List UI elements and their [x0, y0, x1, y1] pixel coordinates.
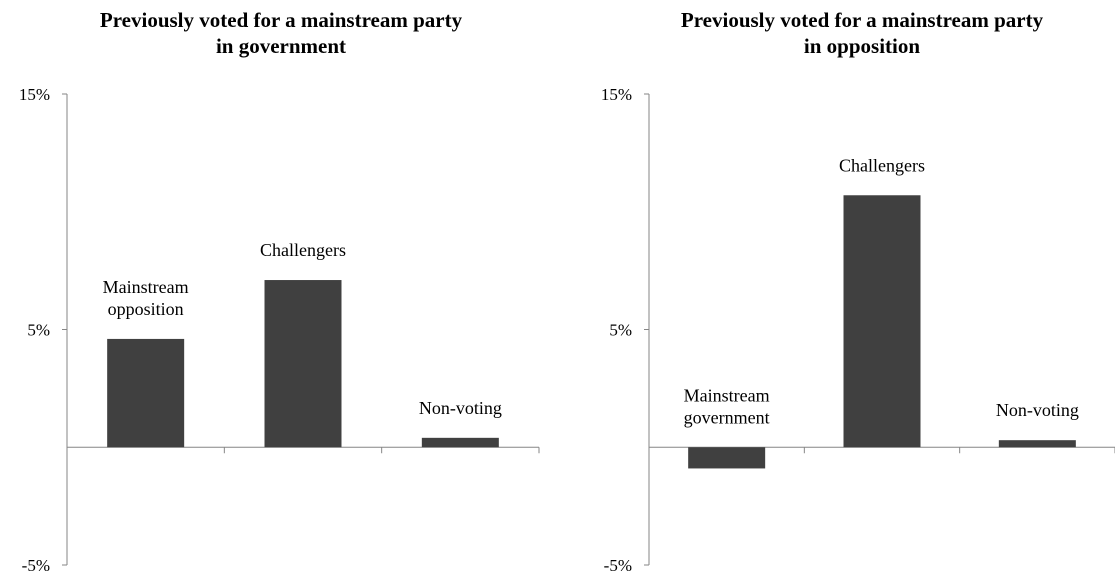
y-tick-label: 15%	[19, 85, 50, 104]
bar	[107, 338, 185, 448]
bar	[843, 195, 921, 448]
y-tick-label: -5%	[604, 556, 632, 575]
category-label-line: Challengers	[260, 240, 346, 260]
category-label-line: Mainstream	[684, 385, 770, 405]
category-label-line: government	[684, 407, 770, 427]
chart-title-line: in government	[216, 34, 346, 58]
chart-panel-government: Previously voted for a mainstream party i…	[19, 8, 540, 575]
bar	[688, 447, 766, 469]
category-label: Challengers	[260, 240, 346, 260]
category-label-line: Non-voting	[419, 398, 502, 418]
bar	[264, 280, 342, 448]
y-tick-label: 5%	[609, 321, 632, 340]
category-label-line: Non-voting	[996, 400, 1079, 420]
category-label-line: Challengers	[839, 155, 925, 175]
chart-title: Previously voted for a mainstream party i…	[100, 8, 463, 58]
category-label: Non-voting	[419, 398, 502, 418]
y-tick-label: -5%	[22, 556, 50, 575]
bar	[998, 440, 1076, 448]
chart-title-line: Previously voted for a mainstream party	[100, 8, 463, 32]
bar	[421, 437, 499, 448]
category-label: Mainstream government	[684, 385, 770, 427]
category-label: Challengers	[839, 155, 925, 175]
y-tick-label: 15%	[601, 85, 632, 104]
category-label: Non-voting	[996, 400, 1079, 420]
chart-title-line: Previously voted for a mainstream party	[681, 8, 1044, 32]
category-label: Mainstream opposition	[103, 277, 189, 319]
category-label-line: opposition	[108, 299, 184, 319]
category-label-line: Mainstream	[103, 277, 189, 297]
chart-title: Previously voted for a mainstream party i…	[681, 8, 1044, 58]
chart-title-line: in opposition	[804, 34, 920, 58]
y-tick-label: 5%	[27, 321, 50, 340]
chart-panel-opposition: Previously voted for a mainstream party i…	[601, 8, 1115, 575]
